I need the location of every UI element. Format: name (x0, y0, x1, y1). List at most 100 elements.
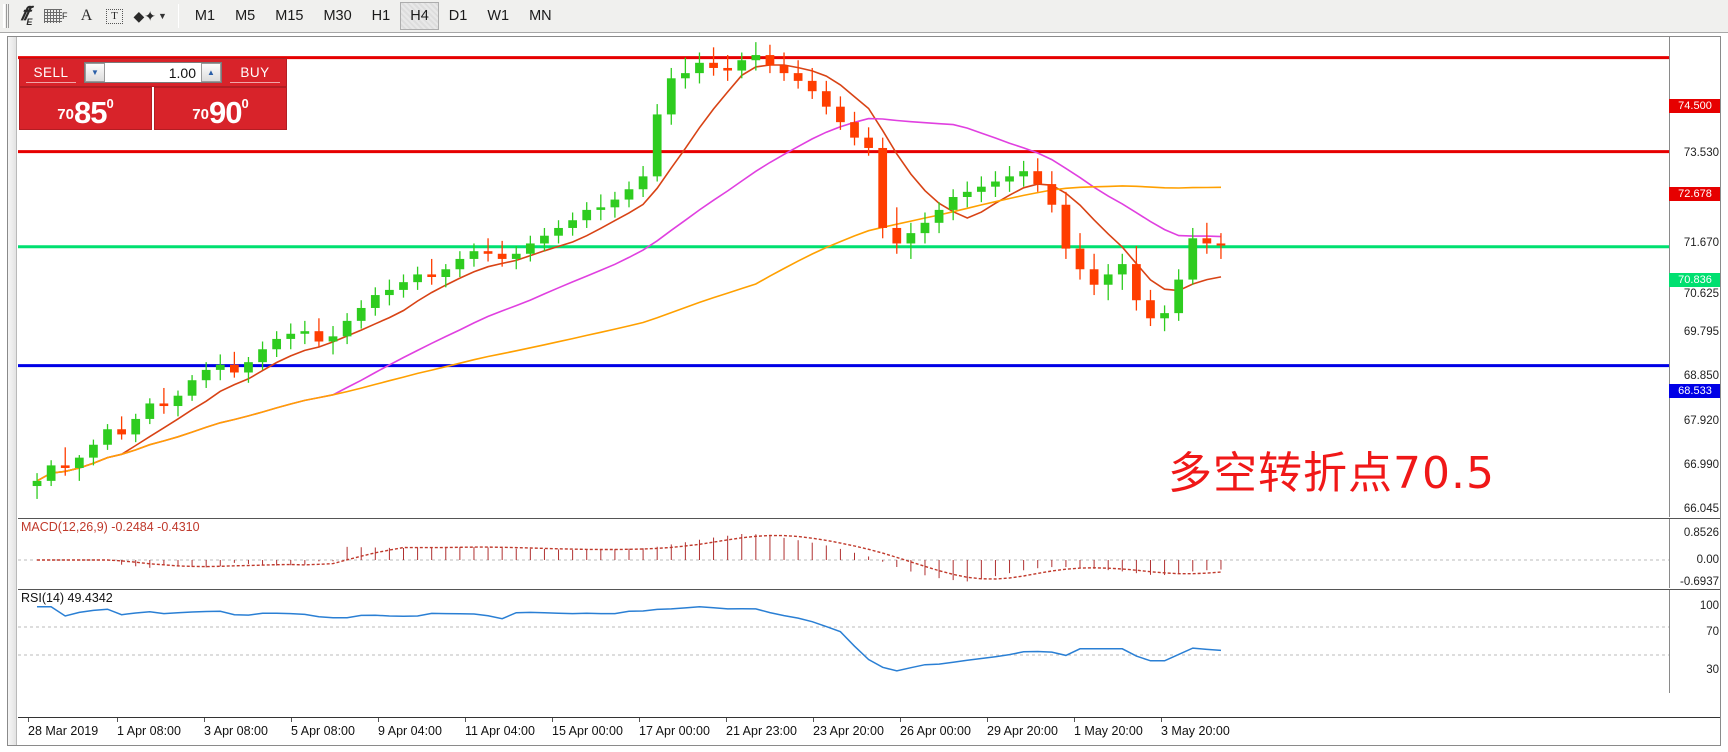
price-tag-72-678: 72.678 (1669, 187, 1720, 201)
timeframe-m5[interactable]: M5 (235, 8, 256, 24)
time-scale-axis[interactable]: 28 Mar 2019 1 Apr 08:00 3 Apr 08:00 5 Apr 0… (18, 717, 1720, 745)
time-tick (291, 718, 292, 722)
candle-body (159, 403, 169, 407)
candle-body (652, 114, 662, 177)
macd-histogram (121, 534, 1222, 582)
candle-body (258, 349, 267, 363)
volume-stepper[interactable]: ▼ 1.00 ▲ (84, 62, 222, 83)
price-scale-axis[interactable]: 74.500 73.530 72.678 71.670 70.836 70.625 69.7… (1669, 37, 1720, 517)
timeframe-mn[interactable]: MN (529, 8, 552, 24)
time-label: 26 Apr 00:00 (900, 724, 971, 738)
grid-icon[interactable]: F (39, 3, 73, 29)
candle-body (1047, 184, 1057, 205)
indicators-icon[interactable]: 𝑓𝑓E (11, 3, 39, 29)
candle-body (991, 181, 1000, 187)
timeframe-h1[interactable]: H1 (371, 8, 391, 24)
vertical-scrollbar[interactable] (8, 37, 17, 745)
candle-body (568, 220, 577, 228)
time-label: 23 Apr 20:00 (813, 724, 884, 738)
volume-decrease-button[interactable]: ▼ (85, 63, 105, 82)
candle-body (906, 233, 916, 244)
candle-body (469, 251, 479, 259)
candle-body (751, 55, 761, 61)
candle-body (962, 191, 972, 197)
volume-input[interactable]: 1.00 (168, 64, 196, 81)
price-tick-71-670: 71.670 (1683, 237, 1719, 249)
text-icon[interactable]: A (73, 3, 101, 29)
rsi-label: RSI(14) 49.4342 (21, 591, 113, 605)
macd-pane[interactable]: MACD(12,26,9) -0.2484 -0.4310 0.8526 0.00… (18, 518, 1720, 588)
time-label: 3 Apr 08:00 (204, 724, 268, 738)
timeframe-w1[interactable]: W1 (487, 8, 510, 24)
toolbar-grip[interactable] (3, 4, 9, 28)
time-tick (987, 718, 988, 722)
price-tick-66-045: 66.045 (1683, 503, 1719, 515)
time-label: 15 Apr 00:00 (552, 724, 623, 738)
sell-button[interactable]: SELL (20, 59, 82, 86)
timeframe-m15[interactable]: M15 (275, 8, 304, 24)
timeframe-h4[interactable]: H4 (400, 2, 439, 30)
candle-body (244, 362, 253, 373)
candle-body (920, 222, 930, 234)
candle-body (215, 364, 225, 370)
buy-price-display[interactable]: 70 90 0 (154, 87, 287, 130)
time-label: 9 Apr 04:00 (378, 724, 442, 738)
time-tick (378, 718, 379, 722)
chevron-down-icon[interactable]: ▼ (158, 11, 167, 21)
sell-price-prefix: 70 (57, 106, 74, 123)
price-tick-69-795: 69.795 (1683, 326, 1719, 338)
price-pane[interactable]: 多空转折点70.5 74.500 73.530 72.678 71.670 70.836… (18, 37, 1720, 517)
grid-glyph (44, 9, 62, 23)
macd-plot (18, 534, 1669, 582)
candle-body (342, 320, 352, 337)
time-label: 5 Apr 08:00 (291, 724, 355, 738)
time-label: 17 Apr 00:00 (639, 724, 710, 738)
candle-body (807, 80, 817, 92)
time-tick (1161, 718, 1162, 722)
objects-icon[interactable]: ◆✦ ▼ (129, 3, 172, 29)
volume-increase-button[interactable]: ▲ (201, 63, 221, 82)
candle-body (582, 209, 592, 221)
candle-body (695, 62, 704, 74)
candle-body (1033, 171, 1043, 185)
candle-body (1160, 313, 1169, 319)
candle-body (765, 55, 775, 66)
candle-body (1202, 238, 1212, 244)
rsi-plot (18, 605, 1669, 672)
candle-body (779, 65, 789, 74)
candle-body (934, 209, 944, 223)
candle-body (1188, 238, 1198, 280)
ma-mid-line (36, 117, 1222, 482)
time-tick (465, 718, 466, 722)
timeframe-m30[interactable]: M30 (323, 8, 352, 24)
candle-body (89, 444, 98, 458)
candle-body (370, 295, 380, 308)
buy-button[interactable]: BUY (224, 59, 286, 86)
text-label-icon[interactable]: T (101, 3, 129, 29)
price-tick-66-990: 66.990 (1683, 459, 1719, 471)
one-click-trading-panel[interactable]: SELL ▼ 1.00 ▲ BUY 70 85 0 70 90 0 (19, 58, 287, 130)
macd-tick-000: 0.00 (1696, 554, 1719, 566)
time-tick (639, 718, 640, 722)
trade-panel-price-row: 70 85 0 70 90 0 (19, 87, 287, 130)
price-tick-73-530: 73.530 (1683, 147, 1719, 159)
rsi-pane[interactable]: RSI(14) 49.4342 100 70 30 (18, 589, 1720, 693)
candle-body (272, 338, 282, 350)
timeframe-d1[interactable]: D1 (448, 8, 468, 24)
timeframe-m1[interactable]: M1 (194, 8, 216, 24)
sell-price-display[interactable]: 70 85 0 (19, 87, 152, 130)
candle-body (723, 67, 733, 71)
indicators-glyph: 𝑓𝑓E (20, 4, 33, 27)
candle-body (610, 199, 620, 208)
price-tag-70-836: 70.836 (1669, 273, 1720, 287)
rsi-tick-100: 100 (1699, 600, 1719, 612)
candle-body (976, 186, 986, 192)
time-tick (1074, 718, 1075, 722)
sell-price-main: 85 (73, 95, 107, 130)
candle-body (328, 336, 338, 342)
buy-price-main: 90 (208, 95, 242, 130)
candle-body (540, 235, 549, 244)
price-tag-74-500: 74.500 (1669, 99, 1720, 113)
candle-body (1019, 171, 1029, 177)
price-tick-67-920: 67.920 (1683, 415, 1719, 427)
